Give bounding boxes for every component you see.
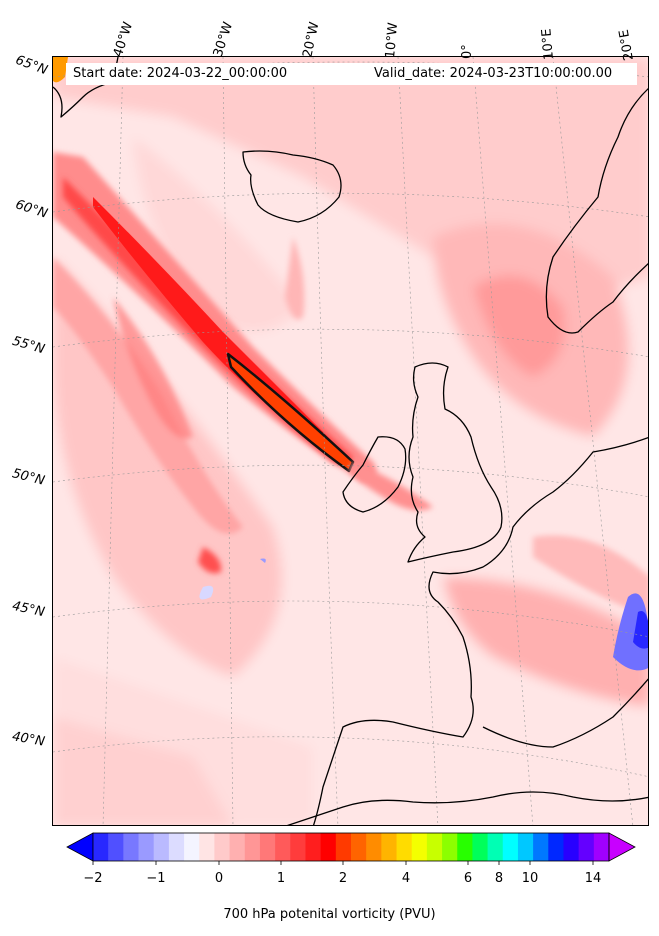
mediterranean-coast bbox=[482, 678, 648, 748]
colorbar-extend-min bbox=[66, 832, 94, 862]
lon-label-40w: 40°W bbox=[110, 20, 137, 59]
colorbar-segment bbox=[290, 833, 306, 861]
valid-date-label: Valid_date: 2024-03-23T10:00:00.00 bbox=[374, 66, 613, 81]
colorbar-segment bbox=[244, 833, 261, 861]
colorbar-segment bbox=[411, 833, 428, 861]
colorbar-segment bbox=[335, 833, 352, 861]
colorbar-segment bbox=[487, 833, 504, 861]
coastlines bbox=[53, 57, 648, 825]
colorbar-title: 700 hPa potenital vorticity (PVU) bbox=[223, 907, 436, 922]
pv-field-map bbox=[53, 57, 648, 825]
colorbar-tick-marks bbox=[92, 861, 594, 865]
colorbar-tick-label: 0 bbox=[214, 871, 224, 886]
colorbar-segment bbox=[472, 833, 489, 861]
colorbar-segment bbox=[366, 833, 382, 861]
lat-label-40n: 40°N bbox=[10, 729, 46, 750]
continent-coast bbox=[312, 437, 648, 825]
colorbar-segment bbox=[320, 833, 337, 861]
colorbar-tick-label: 4 bbox=[401, 871, 411, 886]
colorbar-segment bbox=[442, 833, 458, 861]
colorbar-segment bbox=[396, 833, 413, 861]
colorbar-segment bbox=[275, 833, 291, 861]
lat-label-45n: 45°N bbox=[10, 598, 46, 621]
colorbar-segment bbox=[153, 833, 170, 861]
colorbar-segment bbox=[214, 833, 231, 861]
colorbar-segment bbox=[184, 833, 200, 861]
iceland-coast bbox=[242, 150, 342, 223]
colorbar-tick-label: 6 bbox=[463, 871, 473, 886]
lat-label-55n: 55°N bbox=[10, 333, 47, 358]
colorbar-segment bbox=[533, 833, 549, 861]
colorbar-segment bbox=[502, 833, 519, 861]
colorbar-segment bbox=[381, 833, 398, 861]
colorbar-tick-label: −2 bbox=[83, 871, 103, 886]
colorbar-segment bbox=[457, 833, 473, 861]
colorbar-segment bbox=[168, 833, 185, 861]
colorbar-segment bbox=[229, 833, 246, 861]
lon-label-10w: 10°W bbox=[383, 21, 402, 59]
colorbar-outline bbox=[92, 832, 610, 862]
lon-label-0: 0° bbox=[460, 44, 475, 59]
colorbar-tick-label: 8 bbox=[494, 871, 504, 886]
pv-background-shading bbox=[53, 57, 648, 825]
colorbar-segment bbox=[548, 833, 564, 861]
north-africa-coast bbox=[286, 791, 648, 825]
graticule bbox=[53, 57, 648, 825]
colorbar-tick-label: 14 bbox=[584, 871, 602, 886]
greenland-coast bbox=[53, 57, 119, 118]
map-panel bbox=[52, 56, 649, 826]
colorbar-segment bbox=[593, 833, 610, 861]
lat-label-65n: 65°N bbox=[13, 52, 50, 79]
colorbar-segment bbox=[305, 833, 322, 861]
colorbar-segment bbox=[563, 833, 580, 861]
colorbar-segment bbox=[93, 833, 109, 861]
lat-label-60n: 60°N bbox=[13, 197, 50, 222]
norway-coast bbox=[545, 88, 648, 334]
colorbar-segment bbox=[578, 833, 595, 861]
colorbar-segment bbox=[123, 833, 140, 861]
info-bar bbox=[66, 63, 637, 85]
lat-label-50n: 50°N bbox=[10, 466, 47, 489]
pv-streamers bbox=[53, 237, 648, 617]
colorbar-tick-label: 2 bbox=[338, 871, 348, 886]
colorbar-segment bbox=[351, 833, 367, 861]
lon-label-20w: 20°W bbox=[300, 20, 323, 59]
colorbar-extend-max bbox=[608, 832, 636, 862]
colorbar-segment bbox=[426, 833, 443, 861]
colorbar-tick-label: 10 bbox=[521, 871, 539, 886]
start-date-label: Start date: 2024-03-22_00:00:00 bbox=[73, 66, 288, 81]
colorbar-segment bbox=[259, 833, 276, 861]
colorbar-tick-label: 1 bbox=[276, 871, 286, 886]
colorbar-segment bbox=[517, 833, 534, 861]
great-britain-coast bbox=[407, 362, 503, 563]
colorbar-segment bbox=[138, 833, 155, 861]
colorbar-segments bbox=[66, 832, 636, 862]
lon-label-30w: 30°W bbox=[210, 20, 237, 59]
colorbar-segment bbox=[199, 833, 215, 861]
colorbar-tick-label: −1 bbox=[146, 871, 166, 886]
lon-label-10e: 10°E bbox=[539, 27, 557, 61]
ireland-coast bbox=[342, 436, 407, 513]
colorbar-segment bbox=[108, 833, 124, 861]
